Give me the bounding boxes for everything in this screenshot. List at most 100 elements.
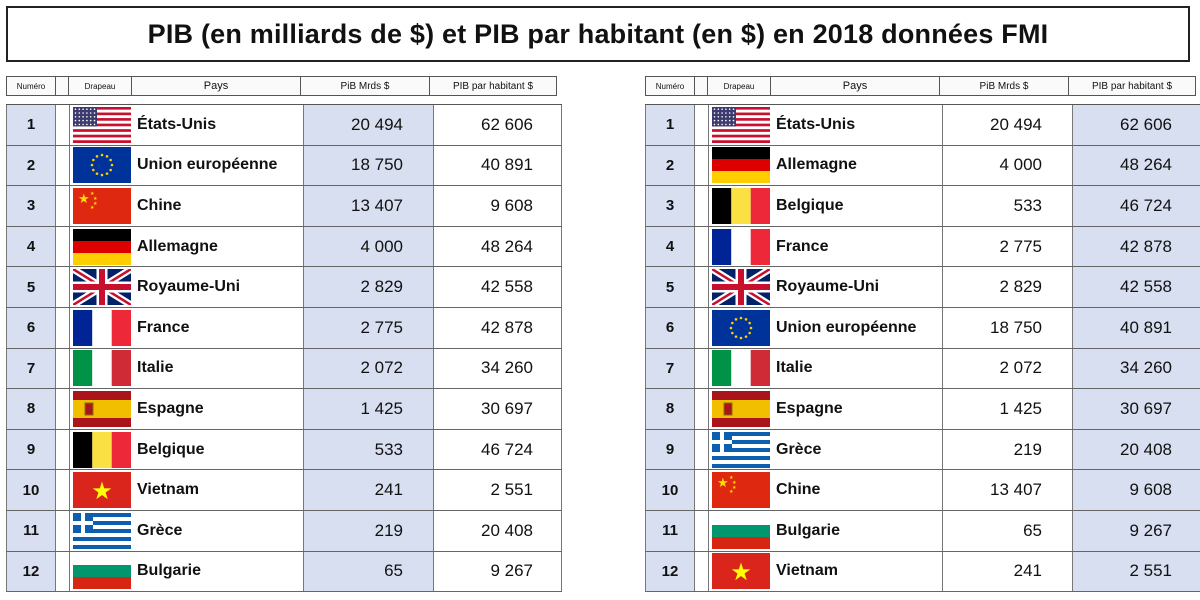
spacer-cell bbox=[56, 429, 70, 470]
header-pays: Pays bbox=[770, 76, 940, 96]
gdp-per-capita-cell: 20 408 bbox=[434, 510, 562, 551]
bulgaria-flag-icon bbox=[73, 553, 131, 590]
svg-text:★: ★ bbox=[90, 205, 95, 211]
svg-text:★: ★ bbox=[730, 559, 752, 586]
svg-text:★: ★ bbox=[729, 475, 734, 481]
table-header: Numéro Drapeau Pays PiB Mrds $ PIB par h… bbox=[645, 76, 1200, 96]
china-flag-icon: ★ ★★★★ bbox=[73, 187, 131, 224]
rank-cell: 9 bbox=[645, 429, 695, 470]
gdp-cell: 65 bbox=[943, 510, 1073, 551]
gdp-cell: 13 407 bbox=[304, 186, 434, 226]
spacer-cell bbox=[56, 348, 70, 389]
gdp-cell: 2 775 bbox=[304, 307, 434, 348]
rank-cell: 11 bbox=[645, 510, 695, 551]
rank-cell: 2 bbox=[6, 145, 56, 186]
gdp-per-capita-cell: 62 606 bbox=[1073, 105, 1200, 145]
spacer-cell bbox=[695, 510, 709, 551]
gdp-cell: 241 bbox=[943, 551, 1073, 592]
flag-cell bbox=[709, 511, 773, 551]
country-cell: Vietnam bbox=[773, 551, 943, 592]
eu-flag-icon bbox=[712, 309, 770, 346]
gdp-per-capita-cell: 2 551 bbox=[1073, 551, 1200, 592]
table-row: 1 États-Unis 20 494 62 606 bbox=[6, 105, 562, 146]
country-cell: Belgique bbox=[134, 429, 304, 470]
gdp-per-capita-cell: 34 260 bbox=[1073, 348, 1200, 389]
gdp-per-capita-cell: 34 260 bbox=[434, 348, 562, 389]
svg-text:★: ★ bbox=[732, 480, 737, 486]
usa-flag-icon bbox=[73, 106, 131, 143]
table-row: 3 Belgique 533 46 724 bbox=[645, 186, 1200, 227]
country-cell: France bbox=[773, 226, 943, 267]
gdp-cell: 2 072 bbox=[304, 348, 434, 389]
rank-cell: 12 bbox=[6, 551, 56, 592]
flag-cell bbox=[709, 186, 773, 226]
vietnam-flag-icon: ★ bbox=[73, 472, 131, 509]
country-cell: États-Unis bbox=[773, 105, 943, 145]
header-pib-par-habitant: PIB par habitant $ bbox=[429, 76, 557, 96]
table-row: 9 Belgique 533 46 724 bbox=[6, 429, 562, 471]
gdp-table-by-gdp: Numéro Drapeau Pays PiB Mrds $ PIB par h… bbox=[6, 76, 562, 593]
vietnam-flag-icon: ★ bbox=[712, 553, 770, 590]
usa-flag-icon bbox=[712, 106, 770, 143]
header-spacer bbox=[55, 76, 69, 96]
spacer-cell bbox=[695, 105, 709, 145]
gdp-cell: 1 425 bbox=[943, 389, 1073, 429]
gdp-cell: 18 750 bbox=[304, 145, 434, 186]
table-row: 5 Royaume-Uni 2 829 42 558 bbox=[6, 267, 562, 308]
table-row: 10 ★ Vietnam 241 2 551 bbox=[6, 470, 562, 511]
rank-cell: 6 bbox=[6, 307, 56, 348]
flag-cell bbox=[709, 146, 773, 186]
header-pays: Pays bbox=[131, 76, 301, 96]
gdp-per-capita-cell: 42 878 bbox=[1073, 226, 1200, 267]
table-row: 8 Espagne 1 425 30 697 bbox=[645, 389, 1200, 430]
spacer-cell bbox=[56, 145, 70, 186]
rank-cell: 10 bbox=[6, 470, 56, 510]
gdp-cell: 2 829 bbox=[304, 267, 434, 307]
flag-cell bbox=[70, 430, 134, 470]
rank-cell: 5 bbox=[6, 267, 56, 307]
gdp-cell: 4 000 bbox=[943, 145, 1073, 186]
italy-flag-icon bbox=[712, 350, 770, 387]
rank-cell: 9 bbox=[6, 429, 56, 470]
gdp-cell: 13 407 bbox=[943, 470, 1073, 510]
flag-cell bbox=[709, 105, 773, 145]
table-row: 6 France 2 775 42 878 bbox=[6, 307, 562, 349]
flag-cell bbox=[709, 349, 773, 389]
svg-text:★: ★ bbox=[78, 191, 90, 206]
flag-cell: ★ ★ ★ ★ ★ bbox=[709, 470, 773, 510]
gdp-cell: 219 bbox=[943, 429, 1073, 470]
country-cell: États-Unis bbox=[134, 105, 304, 145]
header-spacer bbox=[694, 76, 708, 96]
france-flag-icon bbox=[712, 228, 770, 265]
country-cell: Allemagne bbox=[773, 145, 943, 186]
rank-cell: 3 bbox=[6, 186, 56, 226]
gdp-per-capita-cell: 42 558 bbox=[1073, 267, 1200, 307]
gdp-cell: 1 425 bbox=[304, 389, 434, 429]
gdp-per-capita-cell: 42 558 bbox=[434, 267, 562, 307]
table-row: 3 ★ ★ ★ ★ ★ Chine 13 407 9 608 bbox=[6, 186, 562, 227]
flag-cell bbox=[709, 267, 773, 307]
table-row: 4 France 2 775 42 878 bbox=[645, 226, 1200, 268]
table-row: 6 Union européenne 18 750 40 891 bbox=[645, 307, 1200, 349]
svg-text:★: ★ bbox=[90, 191, 95, 197]
header-pib-par-habitant: PIB par habitant $ bbox=[1068, 76, 1196, 96]
header-numero: Numéro bbox=[6, 76, 56, 96]
header-pib: PiB Mrds $ bbox=[300, 76, 430, 96]
country-cell: Chine bbox=[134, 186, 304, 226]
spacer-cell bbox=[695, 470, 709, 510]
gdp-per-capita-cell: 46 724 bbox=[1073, 186, 1200, 226]
gdp-cell: 533 bbox=[304, 429, 434, 470]
flag-cell bbox=[70, 227, 134, 267]
country-cell: Grèce bbox=[773, 429, 943, 470]
header-drapeau: Drapeau bbox=[68, 76, 132, 96]
rank-cell: 3 bbox=[645, 186, 695, 226]
table-row: 11 Bulgarie 65 9 267 bbox=[645, 510, 1200, 552]
table-row: 7 Italie 2 072 34 260 bbox=[6, 348, 562, 390]
flag-cell: ★ bbox=[70, 470, 134, 510]
china-flag-icon: ★ ★★★★ bbox=[712, 472, 770, 509]
gdp-per-capita-cell: 46 724 bbox=[434, 429, 562, 470]
spacer-cell bbox=[56, 105, 70, 145]
rank-cell: 11 bbox=[6, 510, 56, 551]
eu-flag-icon bbox=[73, 147, 131, 184]
rank-cell: 6 bbox=[645, 307, 695, 348]
